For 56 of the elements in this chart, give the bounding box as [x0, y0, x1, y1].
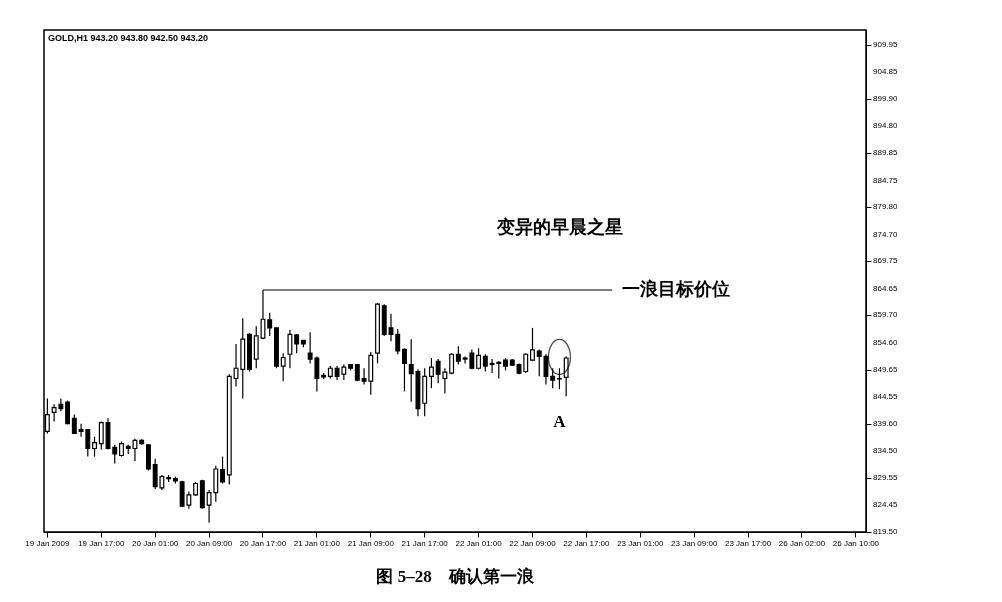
candlestick	[71, 413, 77, 435]
y-tick-label: 879.80	[873, 202, 899, 212]
y-tick-label: 849.65	[873, 364, 899, 374]
x-tick-label: 22 Jan 17:00	[563, 538, 611, 548]
candlestick	[280, 352, 286, 382]
candlestick	[294, 333, 300, 354]
candlestick	[550, 367, 556, 389]
candlestick	[267, 312, 273, 337]
y-tick-label: 909.95	[873, 39, 899, 49]
x-tick-label: 26 Jan 10:00	[832, 538, 880, 548]
x-tick-label: 23 Jan 01:00	[617, 538, 664, 548]
candlestick	[220, 455, 225, 485]
y-tick-label: 884.75	[873, 175, 899, 185]
candlestick	[563, 355, 569, 397]
candlestick	[455, 345, 461, 366]
y-tick-label: 894.80	[873, 121, 899, 131]
candlestick	[92, 436, 97, 458]
candlestick	[402, 347, 407, 393]
y-tick-label: 889.85	[873, 148, 899, 158]
y-tick-label: 824.45	[873, 500, 899, 510]
text: 图 5–28 确认第一浪	[376, 567, 535, 586]
y-tick-label: 859.70	[873, 310, 899, 320]
x-tick-label: 20 Jan 17:00	[239, 538, 287, 548]
x-tick-label: 23 Jan 09:00	[671, 538, 718, 548]
x-tick-label: 20 Jan 01:00	[132, 538, 179, 548]
y-tick-label: 829.55	[873, 472, 899, 482]
x-tick-label: 21 Jan 01:00	[293, 538, 341, 548]
annotation: 一浪目标价位	[622, 279, 730, 299]
candlestick	[530, 327, 535, 362]
y-tick-label: 904.85	[873, 67, 899, 77]
y-tick-label: 899.90	[873, 93, 899, 103]
y-tick-label: 874.70	[873, 229, 899, 239]
candlestick	[428, 357, 434, 389]
candlestick	[287, 329, 293, 369]
annotation: A	[553, 412, 567, 431]
x-tick-label: 20 Jan 09:00	[185, 538, 233, 548]
x-tick-label: 21 Jan 17:00	[401, 538, 449, 548]
x-tick-label: 22 Jan 01:00	[455, 538, 503, 548]
y-tick-label: 844.55	[873, 392, 899, 402]
y-tick-label: 864.65	[873, 283, 899, 293]
candlestick	[395, 328, 401, 355]
annotation: 变异的早晨之星	[496, 217, 623, 237]
y-tick-label: 819.50	[873, 527, 899, 536]
y-tick-label: 834.50	[873, 446, 899, 456]
y-tick-label: 839.60	[873, 418, 899, 428]
x-tick-label: 19 Jan 17:00	[78, 538, 125, 548]
x-tick-label: 19 Jan 2009	[25, 538, 70, 548]
annotation: GOLD,H1 943.20 943.80 942.50 943.20	[48, 33, 209, 43]
candlestick	[98, 420, 104, 451]
y-tick-label: 854.60	[873, 337, 899, 347]
y-tick-label: 869.75	[873, 256, 899, 266]
x-tick-label: 26 Jan 02:00	[778, 538, 826, 548]
x-tick-label: 23 Jan 17:00	[724, 538, 772, 548]
candlestick	[556, 367, 562, 390]
x-tick-label: 22 Jan 09:00	[509, 538, 557, 548]
x-tick-label: 21 Jan 09:00	[347, 538, 395, 548]
